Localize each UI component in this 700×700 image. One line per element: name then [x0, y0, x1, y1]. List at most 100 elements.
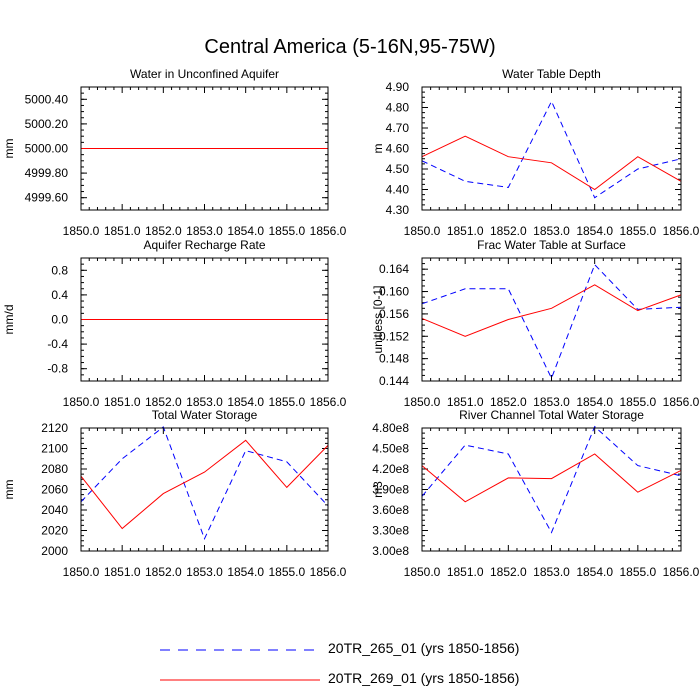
- x-tick-label: 1854.0: [576, 224, 613, 238]
- x-tick-label: 1851.0: [447, 565, 484, 579]
- x-tick-label: 1855.0: [268, 224, 305, 238]
- x-tick-label: 1853.0: [186, 565, 223, 579]
- y-axis-label: unitless [0-1]: [371, 285, 385, 353]
- y-tick-label: 4.80e8: [372, 421, 409, 435]
- plot-frame: [421, 427, 682, 552]
- x-tick-label: 1856.0: [663, 565, 700, 579]
- chart-panel-3: Aquifer Recharge Rate mm/d -0.8 -0.4 0.0 0.4 0…: [2, 238, 347, 409]
- y-tick-label: 0.0: [51, 313, 68, 327]
- legend-item-series-b: 20TR_269_01 (yrs 1850-1856): [160, 668, 580, 692]
- x-tick-label: 1851.0: [104, 565, 141, 579]
- y-axis-label: m3: [371, 481, 385, 498]
- y-axis-label: mm/d: [2, 305, 16, 335]
- x-tick-label: 1854.0: [227, 224, 264, 238]
- x-tick-label: 1850.0: [404, 395, 441, 409]
- series-line-20tr-269: [421, 453, 682, 503]
- x-tick-label: 1852.0: [490, 395, 527, 409]
- legend-solid-line-icon: [160, 679, 320, 681]
- y-tick-label: 0.156: [379, 307, 409, 321]
- x-tick-label: 1856.0: [663, 395, 700, 409]
- y-axis-label: mm: [2, 480, 16, 500]
- x-tick-label: 1850.0: [63, 395, 100, 409]
- x-tick-label: 1850.0: [63, 565, 100, 579]
- y-tick-label: 3.60e8: [372, 503, 409, 517]
- series-line-20tr-265: [421, 100, 682, 199]
- series-line-20tr-265: [421, 263, 682, 380]
- x-tick-label: 1855.0: [268, 395, 305, 409]
- chart-panel-6: River Channel Total Water Storage m3 3.00e…: [371, 408, 700, 579]
- y-tick-label: 4.30: [386, 203, 410, 217]
- x-tick-label: 1855.0: [268, 565, 305, 579]
- y-tick-label: 3.00e8: [372, 544, 409, 558]
- x-tick-label: 1854.0: [227, 565, 264, 579]
- x-tick-label: 1854.0: [576, 565, 613, 579]
- plot-frame: [80, 257, 329, 382]
- legend-label-series-a: 20TR_265_01 (yrs 1850-1856): [328, 640, 520, 656]
- x-tick-label: 1851.0: [447, 395, 484, 409]
- x-tick-label: 1855.0: [619, 565, 656, 579]
- y-tick-label: -0.8: [47, 362, 68, 376]
- x-tick-label: 1856.0: [310, 395, 347, 409]
- y-tick-label: 4.70: [386, 121, 410, 135]
- x-tick-label: 1850.0: [63, 224, 100, 238]
- x-tick-label: 1853.0: [186, 224, 223, 238]
- x-tick-label: 1852.0: [490, 224, 527, 238]
- y-tick-label: 3.30e8: [372, 524, 409, 538]
- y-tick-label: 2000: [41, 544, 68, 558]
- panel-title: Aquifer Recharge Rate: [143, 238, 265, 252]
- series-line-20tr-265: [80, 426, 329, 540]
- y-tick-label: 4999.80: [25, 166, 69, 180]
- y-tick-label: 0.4: [51, 288, 68, 302]
- x-tick-label: 1854.0: [227, 395, 264, 409]
- chart-panel-2: Water Table Depth m 4.30 4.40 4.50 4.60 4.70 4.…: [371, 67, 700, 238]
- x-tick-label: 1856.0: [310, 565, 347, 579]
- x-tick-label: 1852.0: [490, 565, 527, 579]
- y-tick-label: 0.164: [379, 262, 409, 276]
- y-tick-label: 5000.00: [25, 142, 69, 156]
- x-tick-label: 1852.0: [145, 565, 182, 579]
- x-tick-label: 1856.0: [663, 224, 700, 238]
- y-tick-label: 3.90e8: [372, 483, 409, 497]
- y-tick-label: 0.160: [379, 285, 409, 299]
- panel-title: Total Water Storage: [152, 408, 258, 422]
- panel-title: Water Table Depth: [502, 67, 601, 81]
- y-tick-label: 4.90: [386, 80, 410, 94]
- plot-frame: [80, 427, 329, 552]
- x-tick-label: 1851.0: [447, 224, 484, 238]
- y-tick-label: 4.60: [386, 142, 410, 156]
- y-tick-label: 2100: [41, 442, 68, 456]
- y-tick-label: 0.144: [379, 374, 409, 388]
- x-tick-label: 1855.0: [619, 395, 656, 409]
- y-tick-label: 4.20e8: [372, 462, 409, 476]
- y-axis-label: m: [371, 144, 385, 154]
- y-tick-label: 4.50: [386, 162, 410, 176]
- x-tick-label: 1851.0: [104, 395, 141, 409]
- x-tick-label: 1850.0: [404, 565, 441, 579]
- series-line-20tr-269: [421, 135, 682, 191]
- y-tick-label: 0.148: [379, 352, 409, 366]
- x-tick-label: 1853.0: [186, 395, 223, 409]
- x-tick-label: 1853.0: [533, 565, 570, 579]
- series-line-20tr-269: [421, 284, 682, 337]
- x-tick-label: 1854.0: [576, 395, 613, 409]
- x-tick-label: 1851.0: [104, 224, 141, 238]
- panel-title: River Channel Total Water Storage: [459, 408, 644, 422]
- y-tick-label: -0.4: [47, 337, 68, 351]
- y-tick-label: 0.152: [379, 329, 409, 343]
- plot-frame: [80, 86, 329, 211]
- y-axis-label: mm: [2, 139, 16, 159]
- panel-title: Frac Water Table at Surface: [477, 238, 626, 252]
- y-tick-label: 2020: [41, 524, 68, 538]
- y-tick-label: 2060: [41, 483, 68, 497]
- panel-title: Water in Unconfined Aquifer: [130, 67, 279, 81]
- chart-panel-4: Frac Water Table at Surface unitless [0-1…: [371, 238, 700, 409]
- plot-frame: [421, 257, 682, 382]
- y-tick-label: 2040: [41, 503, 68, 517]
- x-tick-label: 1856.0: [310, 224, 347, 238]
- y-tick-label: 2080: [41, 462, 68, 476]
- x-tick-label: 1852.0: [145, 224, 182, 238]
- y-tick-label: 4.40: [386, 183, 410, 197]
- legend-dashed-line-icon: [160, 649, 320, 651]
- series-line-20tr-265: [421, 425, 682, 534]
